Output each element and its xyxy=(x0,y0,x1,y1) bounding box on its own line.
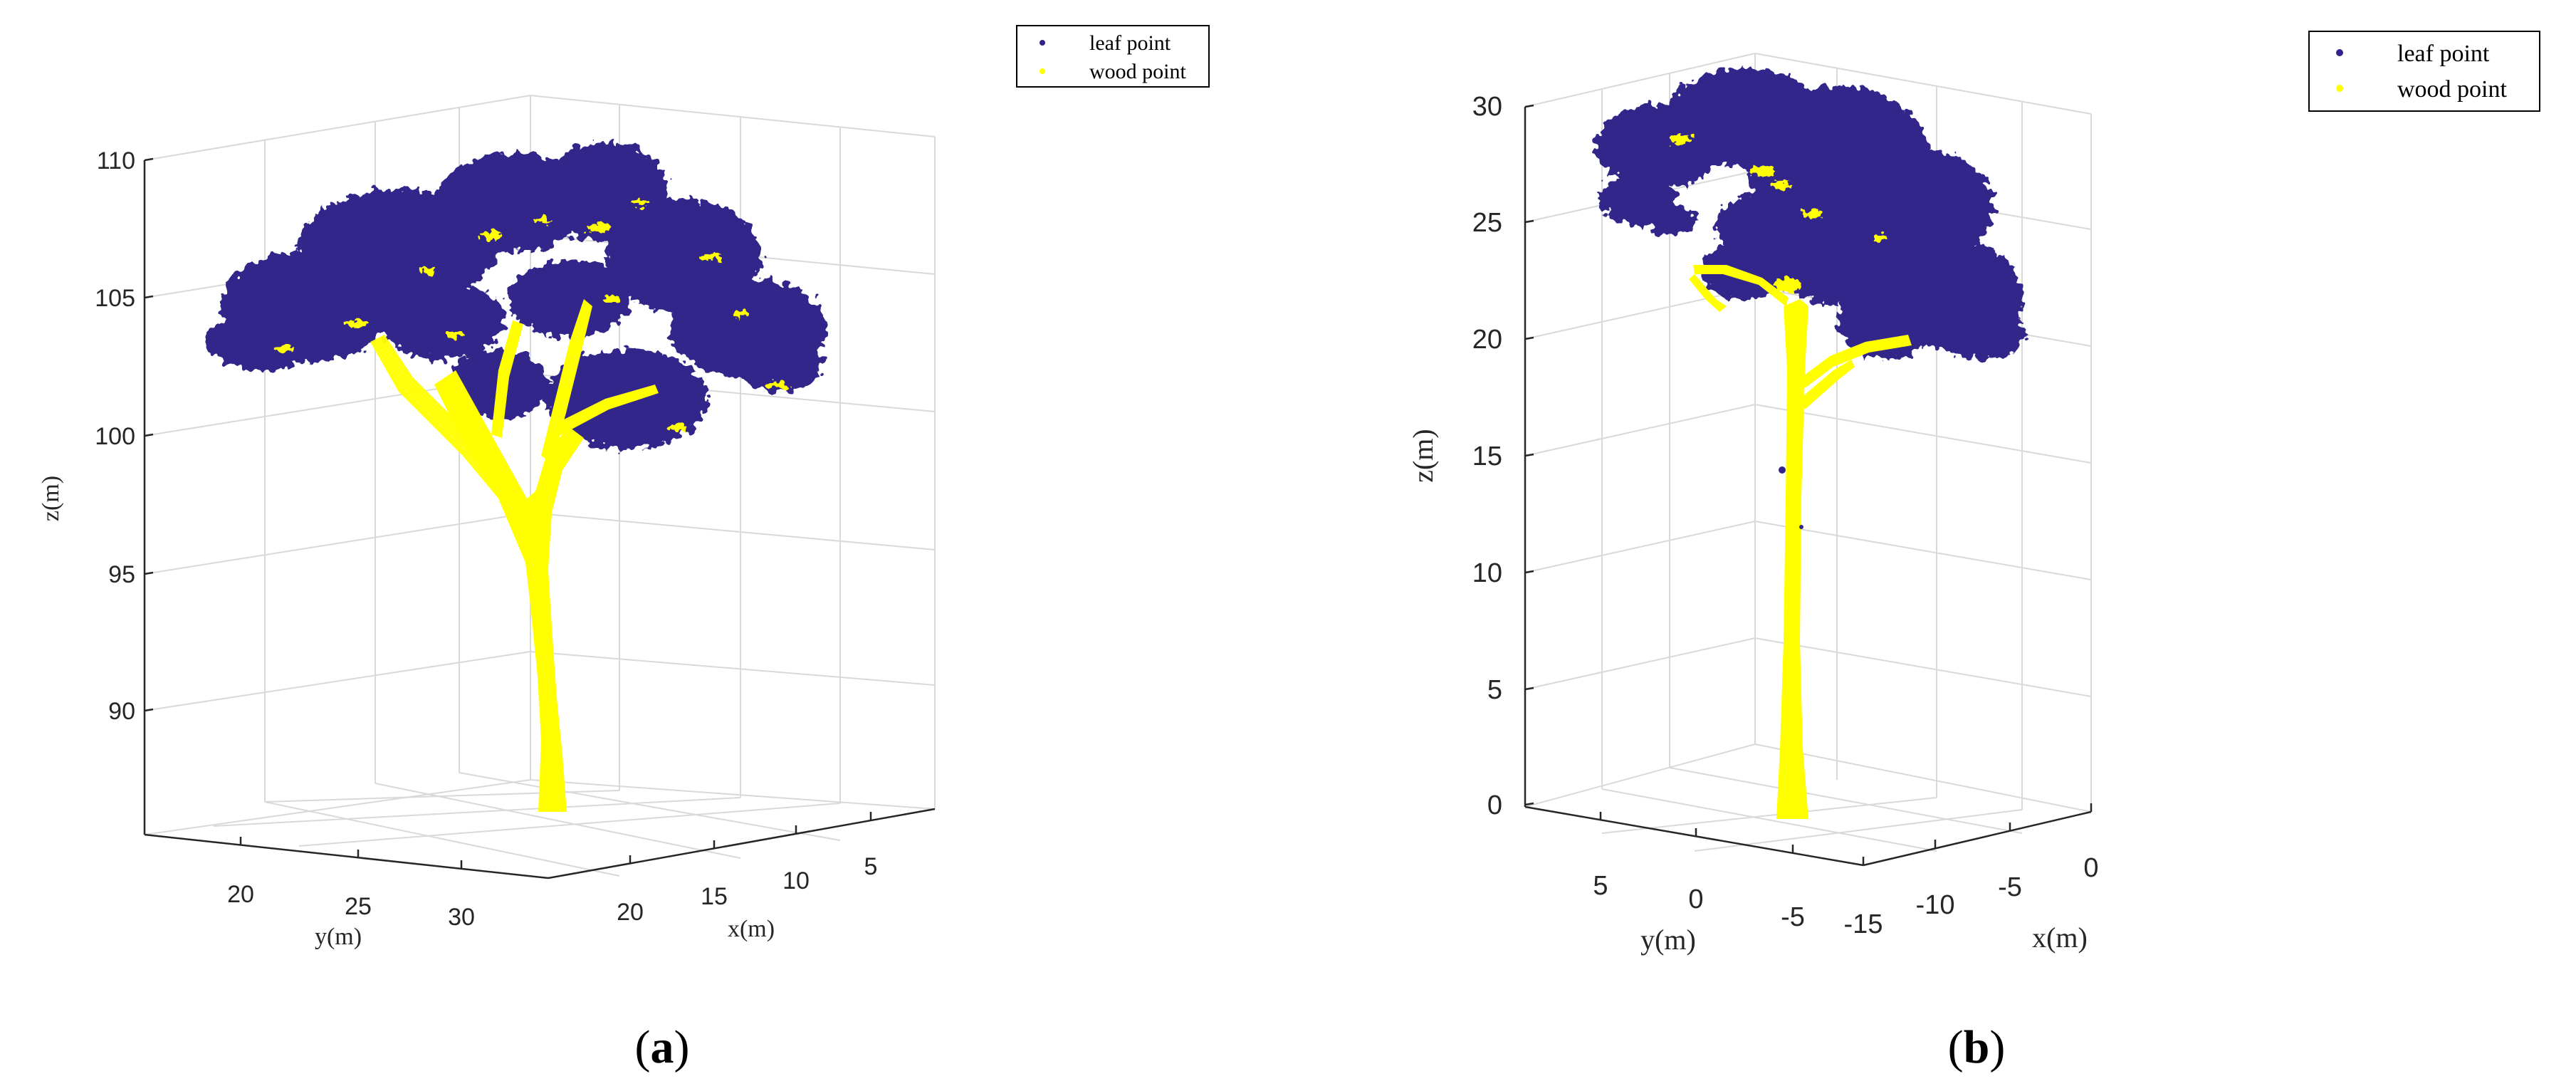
y-tick-label: 30 xyxy=(448,904,475,931)
z-tick-label: 30 xyxy=(1472,92,1502,122)
x-tick-label: 20 xyxy=(617,899,644,926)
x-tick-label: -10 xyxy=(1916,890,1955,920)
panel-b-z-tick-labels: 30 25 20 15 10 5 0 xyxy=(1472,92,1502,820)
panel-a-caption: (a) xyxy=(635,1021,690,1073)
z-axis-label: z(m) xyxy=(38,476,64,521)
panel-b-point-cloud xyxy=(1595,68,2026,819)
caption-letter: b xyxy=(1964,1021,1990,1073)
panel-b-x-tick-labels: -15 -10 -5 0 xyxy=(1844,853,2099,939)
x-tick-label: 5 xyxy=(864,853,878,880)
x-axis-label: x(m) xyxy=(2032,922,2088,954)
y-axis-label: y(m) xyxy=(315,924,362,950)
panel-b-caption: (b) xyxy=(1948,1021,2006,1073)
y-tick-label: -5 xyxy=(1781,902,1805,932)
legend-marker-leaf xyxy=(1040,40,1045,46)
z-tick-label: 105 xyxy=(95,285,135,312)
svg-text:(b): (b) xyxy=(1948,1021,2006,1073)
x-tick-label: -5 xyxy=(1998,872,2022,902)
leaf-point-cloud xyxy=(1595,68,2026,360)
z-tick-label: 10 xyxy=(1472,558,1502,588)
caption-letter: a xyxy=(651,1021,674,1073)
z-tick-label: 15 xyxy=(1472,442,1502,471)
z-tick-label: 90 xyxy=(108,698,135,725)
wood-point-cloud xyxy=(276,199,787,812)
z-tick-label: 25 xyxy=(1472,208,1502,238)
leaf-point-cloud xyxy=(206,142,826,449)
panel-b: 30 25 20 15 10 5 0 5 0 -5 -15 -10 -5 0 y… xyxy=(1407,31,2540,1073)
panel-a-point-cloud xyxy=(206,142,826,812)
panel-b-legend: leaf point wood point xyxy=(2308,31,2540,112)
legend-marker-wood xyxy=(1040,68,1045,74)
z-tick-label: 0 xyxy=(1487,790,1502,820)
x-tick-label: -15 xyxy=(1844,909,1883,939)
panel-b-axes xyxy=(1524,104,2093,867)
panel-a-gridlines xyxy=(144,95,936,877)
legend-label-leaf: leaf point xyxy=(2397,41,2490,67)
x-tick-label: 0 xyxy=(2083,853,2098,883)
panel-a-y-tick-labels: 20 25 30 xyxy=(227,881,475,931)
x-axis-label: x(m) xyxy=(728,916,775,942)
legend-label-leaf: leaf point xyxy=(1089,31,1171,55)
y-tick-label: 0 xyxy=(1688,884,1703,914)
y-tick-label: 25 xyxy=(345,893,372,920)
legend-marker-leaf xyxy=(2336,49,2343,56)
y-tick-label: 20 xyxy=(227,881,254,908)
z-tick-label: 5 xyxy=(1487,675,1502,705)
y-axis-label: y(m) xyxy=(1640,924,1696,956)
x-tick-label: 15 xyxy=(701,883,728,910)
legend-label-wood: wood point xyxy=(1089,60,1187,83)
legend-label-wood: wood point xyxy=(2397,76,2508,103)
z-tick-label: 20 xyxy=(1472,325,1502,355)
z-tick-label: 110 xyxy=(97,147,135,174)
wood-point-cloud xyxy=(1669,134,1912,819)
z-tick-label: 100 xyxy=(95,423,135,450)
panel-a: 110 105 100 95 90 20 25 30 20 15 10 5 y(… xyxy=(38,25,1210,1073)
panel-b-y-tick-labels: 5 0 -5 xyxy=(1593,871,1804,932)
y-tick-label: 5 xyxy=(1593,871,1608,901)
legend-marker-wood xyxy=(2336,85,2343,92)
x-tick-label: 10 xyxy=(782,867,810,894)
svg-text:(a): (a) xyxy=(635,1021,690,1073)
panel-a-x-tick-labels: 20 15 10 5 xyxy=(617,853,877,926)
panel-a-z-tick-labels: 110 105 100 95 90 xyxy=(95,147,135,725)
panel-a-axes xyxy=(143,157,936,879)
z-tick-label: 95 xyxy=(108,561,135,588)
z-axis-label: z(m) xyxy=(1407,429,1439,483)
panel-a-legend: leaf point wood point xyxy=(1016,25,1210,88)
